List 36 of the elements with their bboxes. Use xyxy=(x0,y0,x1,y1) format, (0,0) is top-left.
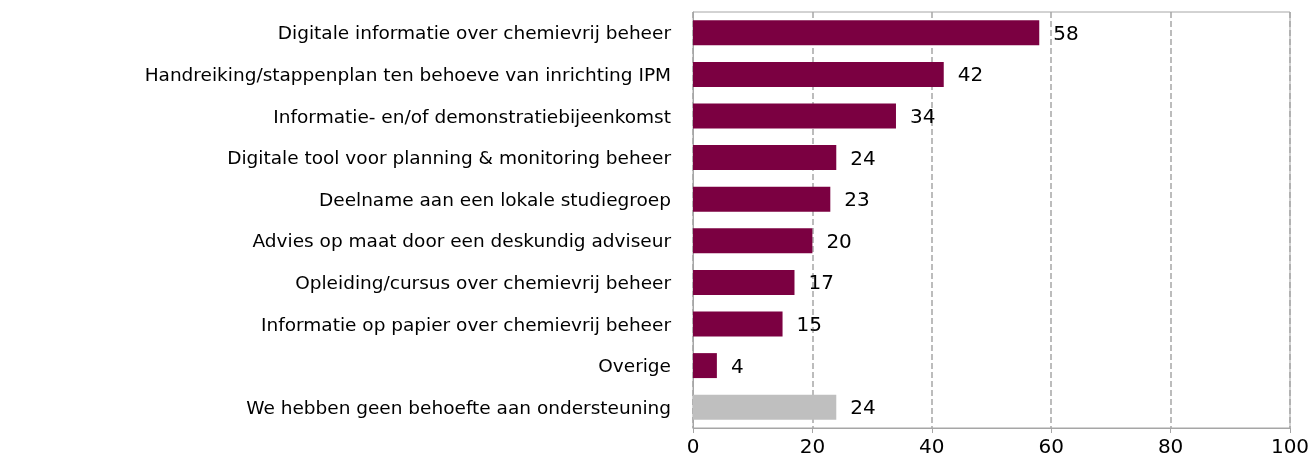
y-tick-label: Advies op maat door een deskundig adviseur xyxy=(252,230,672,252)
data-label: 58 xyxy=(1053,20,1079,45)
data-label: 20 xyxy=(826,228,852,253)
data-label: 23 xyxy=(844,187,870,212)
data-label: 17 xyxy=(808,270,834,295)
y-tick-label: Informatie- en/of demonstratiebijeenkomst xyxy=(273,105,671,127)
bar xyxy=(693,269,795,295)
data-label: 24 xyxy=(850,145,876,170)
y-tick-label: Handreiking/stappenplan ten behoeve van inrichting IPM xyxy=(144,63,671,85)
bar xyxy=(693,103,896,129)
y-tick-label: Deelname aan een lokale studiegroep xyxy=(319,188,671,210)
bar xyxy=(693,394,837,420)
data-label: 4 xyxy=(730,353,744,378)
bar xyxy=(693,61,944,87)
x-tick-label: 80 xyxy=(1157,434,1184,458)
y-tick-label: We hebben geen behoefte aan ondersteuning xyxy=(246,396,671,418)
x-tick-label: 100 xyxy=(1270,434,1310,458)
x-tick-label: 40 xyxy=(919,434,945,458)
data-label: 15 xyxy=(796,312,822,336)
bar xyxy=(693,311,783,337)
bar xyxy=(693,228,813,254)
bar xyxy=(693,186,831,212)
y-tick-label: Informatie op papier over chemievrij beheer xyxy=(261,313,672,335)
x-tick-label: 60 xyxy=(1038,434,1064,458)
y-tick-label: Opleiding/cursus over chemievrij beheer xyxy=(295,271,672,293)
data-label: 24 xyxy=(850,395,876,420)
x-tick-label: 20 xyxy=(799,434,826,458)
data-label: 34 xyxy=(909,104,936,128)
y-tick-label: Digitale informatie over chemievrij beheer xyxy=(277,22,672,44)
y-tick-label: Overige xyxy=(598,355,671,377)
bar xyxy=(693,20,1040,46)
data-label: 42 xyxy=(957,62,984,87)
bar xyxy=(693,353,717,379)
bar xyxy=(693,145,837,171)
x-tick-label: 0 xyxy=(686,434,700,458)
y-tick-label: Digitale tool voor planning & monitoring beheer xyxy=(227,147,672,169)
